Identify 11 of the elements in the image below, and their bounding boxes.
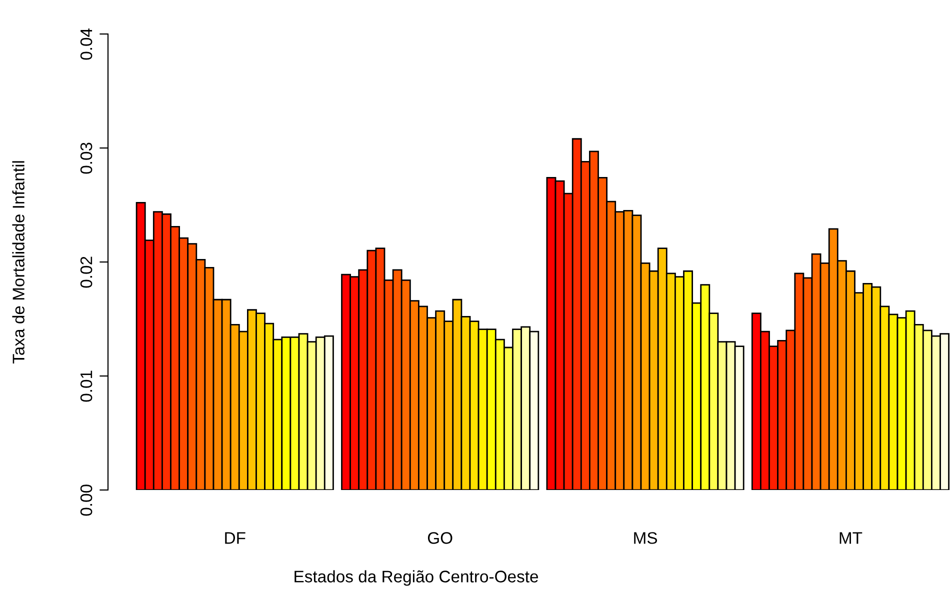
x-axis-title: Estados da Região Centro-Oeste: [294, 570, 538, 586]
x-tick-label: GO: [428, 532, 452, 544]
x-tick-label: DF: [225, 532, 246, 544]
y-tick-label: 0.03: [80, 142, 92, 174]
y-tick-label: 0.04: [80, 28, 92, 60]
y-tick-label: 0.01: [80, 370, 92, 402]
x-tick-label: MT: [840, 532, 862, 544]
x-tick-label: MS: [634, 532, 658, 544]
y-tick-label: 0.02: [80, 256, 92, 288]
y-axis-title: Taxa de Mortalidade Infantil: [12, 161, 24, 364]
y-tick-label: 0.00: [80, 484, 92, 516]
